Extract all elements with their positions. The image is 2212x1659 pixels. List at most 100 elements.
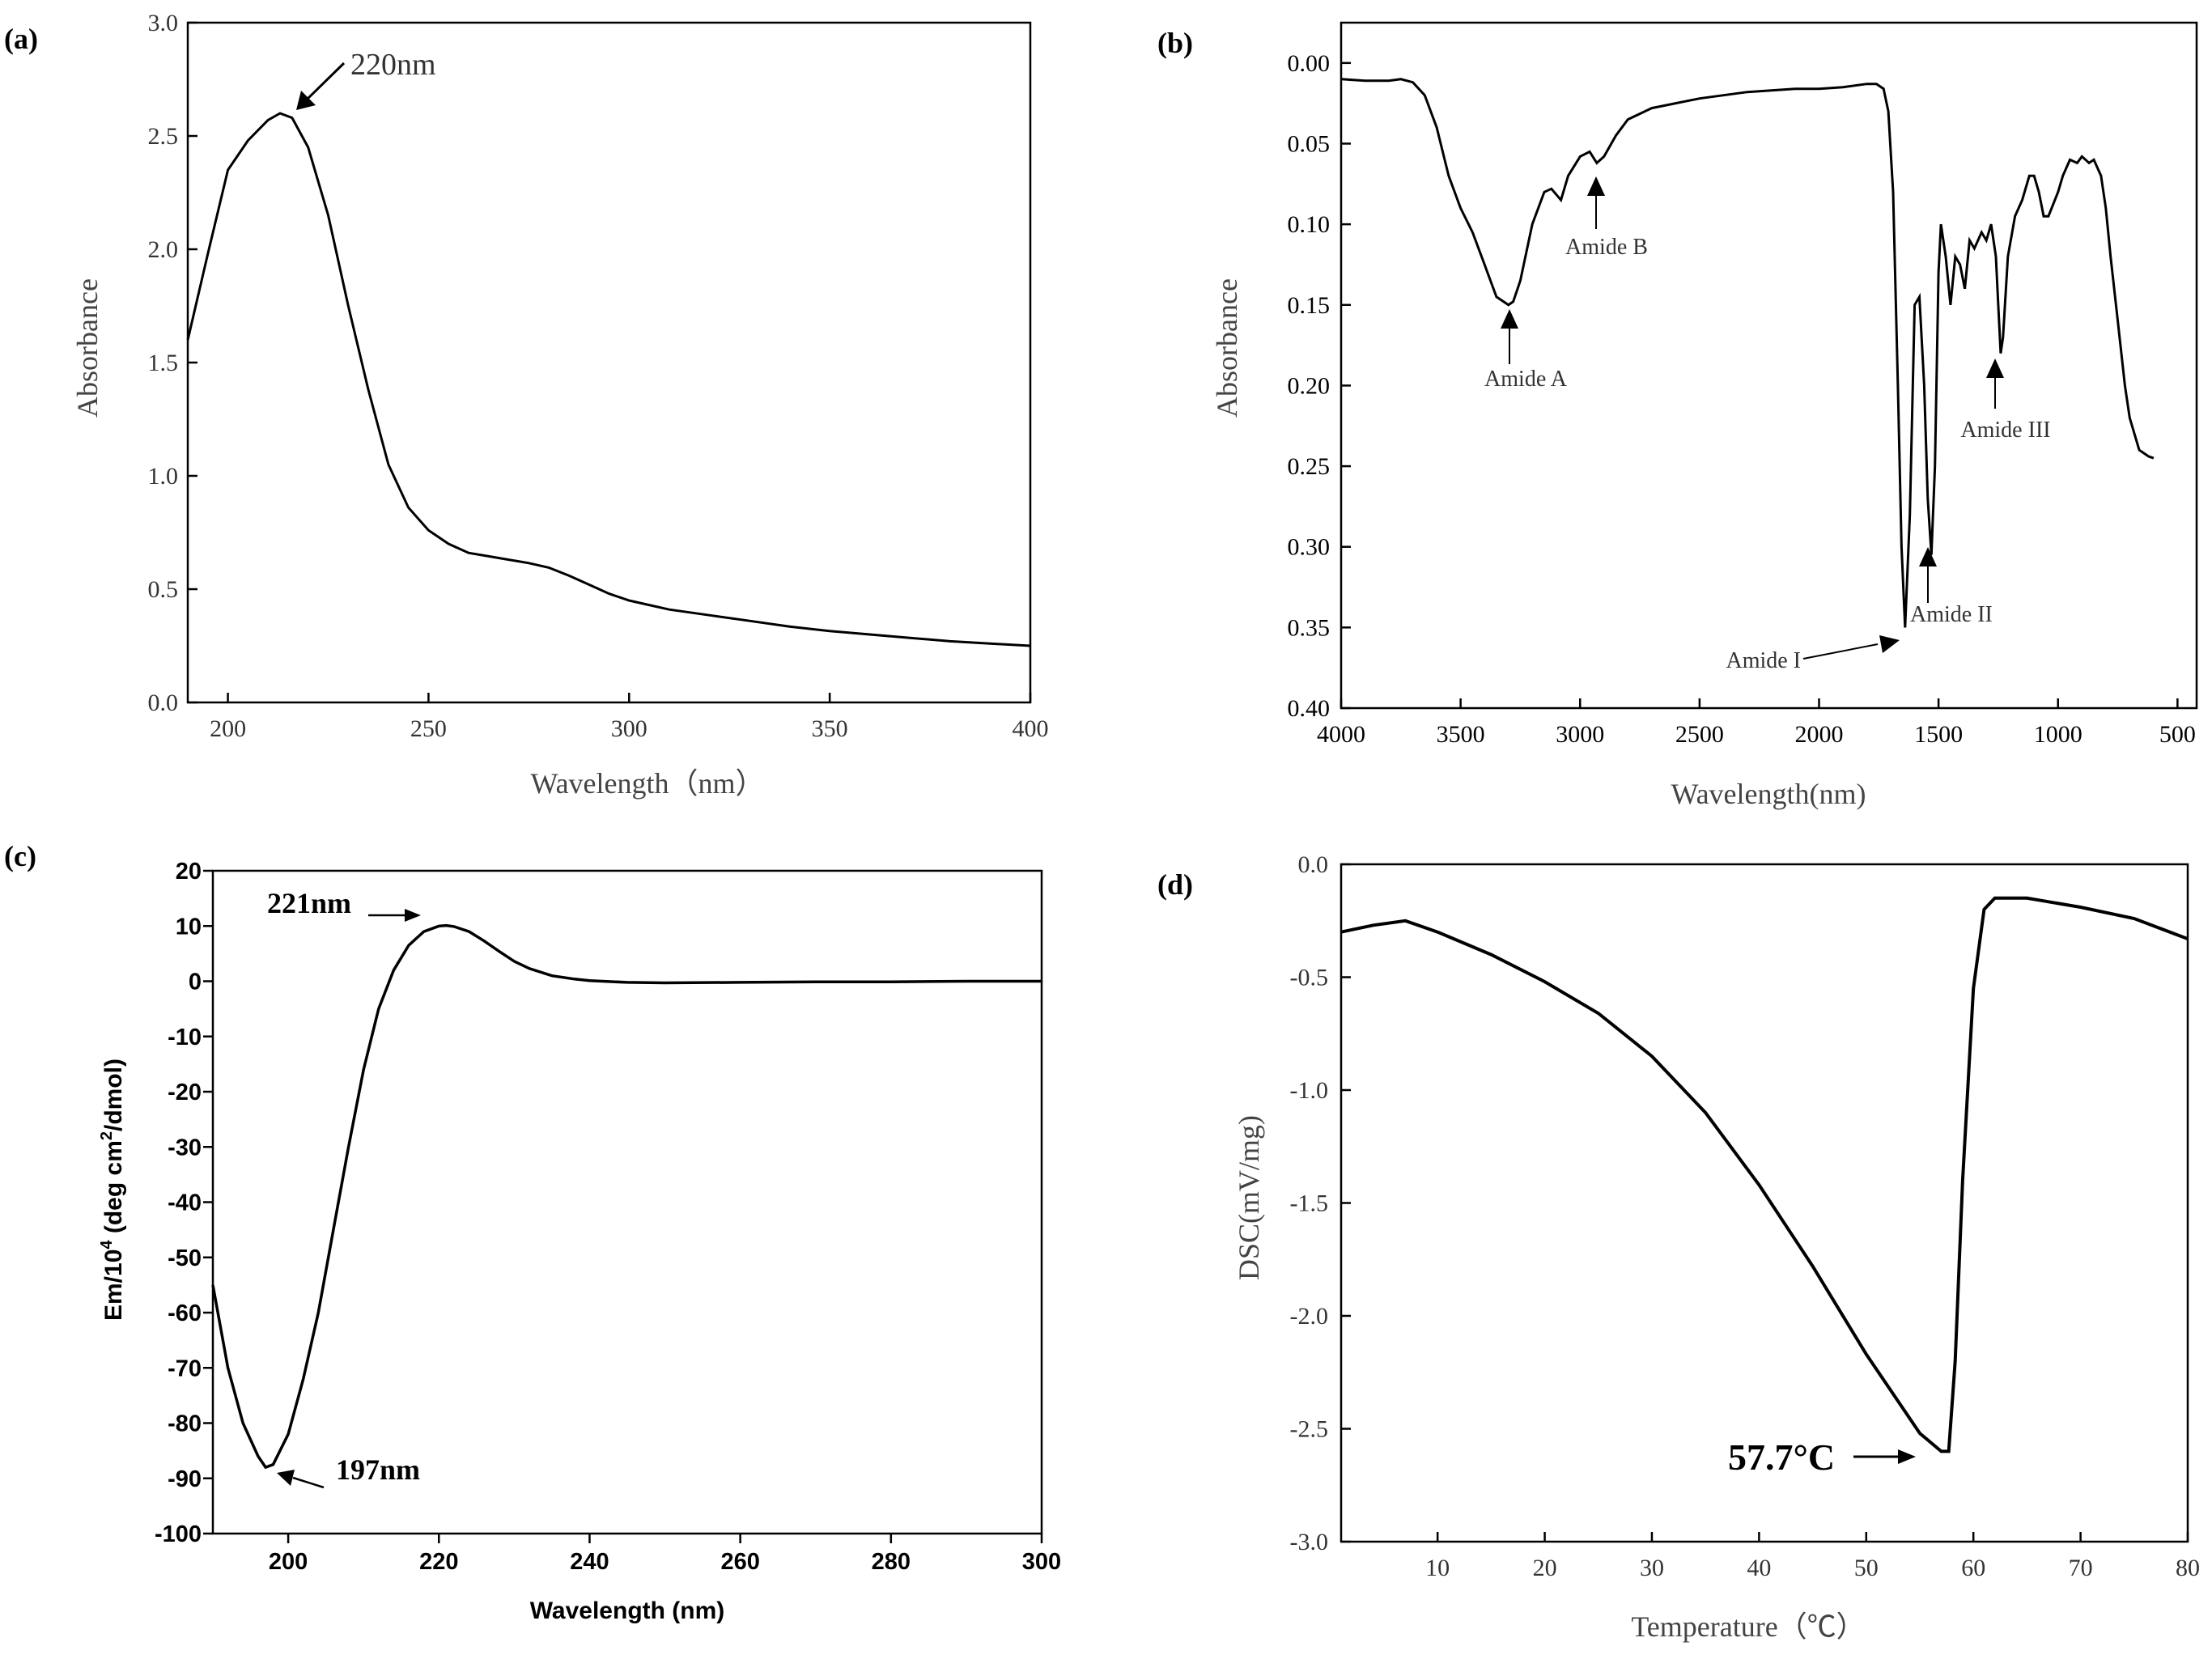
- panel-b-y-tick-label: 0.25: [1288, 453, 1331, 480]
- panel-b-amide-i-arrowhead: [1879, 635, 1900, 653]
- panel-c-x-axis-label: Wavelength (nm): [530, 1597, 725, 1624]
- panel-b-x-tick-label: 3000: [1556, 721, 1604, 748]
- panel-b-y-tick-label: 0.35: [1288, 614, 1331, 641]
- panel-d-annotation-arrowhead: [1898, 1449, 1916, 1464]
- panel-a-x-tick-label: 350: [812, 715, 848, 742]
- panel-a-x-axis-label: Wavelength（nm）: [530, 767, 764, 800]
- panel-c-y-tick-label: -30: [168, 1135, 202, 1160]
- panel-d-x-tick-label: 20: [1533, 1555, 1557, 1581]
- panel-c-x-tick-label: 200: [269, 1549, 308, 1575]
- panel-b-y-tick-label: 0.00: [1288, 50, 1331, 77]
- panel-a-series-line: [186, 112, 1031, 647]
- panel-d: (d) 10 20 30 40 50 60 70 80 0.0 -0.5 -1.0 -1.5 -2.0 -…: [1157, 851, 2200, 1643]
- panel-d-annotation-57-7c: 57.7°C: [1728, 1436, 1835, 1478]
- panel-c-y-tick-label: -20: [168, 1080, 202, 1105]
- panel-b-y-tick-label: 0.30: [1288, 534, 1331, 561]
- panel-d-y-tick-label: -2.0: [1290, 1303, 1329, 1330]
- panel-b-letter: (b): [1157, 27, 1193, 59]
- panel-a-y-tick-label: 2.5: [148, 123, 179, 150]
- panel-c-annotation-221-arrowhead: [405, 909, 421, 922]
- panel-d-x-tick-label: 80: [2176, 1555, 2200, 1581]
- panel-c-y-tick-label: -10: [168, 1025, 202, 1050]
- panel-b-amide-a-label: Amide A: [1484, 367, 1568, 392]
- panel-c-x-tick-label: 260: [720, 1549, 759, 1575]
- panel-a-x-tick-label: 400: [1013, 715, 1049, 742]
- panel-d-y-tick-label: -3.0: [1290, 1529, 1329, 1555]
- panel-b-y-axis-label: Absorbance: [1211, 278, 1243, 418]
- panel-a-y-tick-label: 1.5: [148, 350, 179, 376]
- panel-b-x-tick-label: 4000: [1317, 721, 1365, 748]
- panel-b-amide-ii-arrowhead: [1919, 547, 1937, 566]
- panel-d-x-tick-label: 10: [1425, 1555, 1450, 1581]
- panel-b-x-tick-label: 3500: [1437, 721, 1485, 748]
- panel-a-y-axis-label: Absorbance: [71, 278, 104, 418]
- panel-a-annotation-arrowhead: [296, 91, 316, 110]
- panel-c-annotation-221nm: 221nm: [267, 887, 351, 919]
- panel-b-x-tick-label: 2500: [1675, 721, 1724, 748]
- panel-b-y-tick-label: 0.10: [1288, 211, 1331, 238]
- panel-d-y-tick-label: -1.5: [1290, 1190, 1329, 1217]
- panel-c-x-tick-label: 220: [419, 1549, 458, 1575]
- panel-a-y-tick-label: 2.0: [148, 236, 179, 263]
- panel-c-x-tick-label: 300: [1022, 1549, 1061, 1575]
- panel-a-x-tick-label: 300: [611, 715, 647, 742]
- panel-c-annotation-197-arrowhead: [277, 1470, 295, 1486]
- panel-b-x-axis-label: Wavelength(nm): [1671, 778, 1866, 810]
- panel-c-y-tick-label: 10: [176, 914, 202, 940]
- panel-b-x-tick-label: 500: [2159, 721, 2196, 748]
- panel-d-x-tick-label: 70: [2069, 1555, 2093, 1581]
- panel-c-x-tick-label: 280: [872, 1549, 911, 1575]
- panel-a-x-tick-label: 250: [410, 715, 447, 742]
- panel-d-y-tick-label: 0.0: [1298, 851, 1329, 878]
- panel-a-annotation-220nm: 220nm: [350, 48, 436, 82]
- panel-b-amide-a-arrowhead: [1501, 309, 1518, 329]
- panel-d-x-tick-label: 30: [1640, 1555, 1664, 1581]
- panel-d-ticks: 10 20 30 40 50 60 70 80 0.0 -0.5 -1.0 -1.5 -2.0 -2.5 -…: [1290, 851, 2201, 1581]
- panel-b-amide-b-label: Amide B: [1565, 235, 1648, 260]
- panel-d-x-tick-label: 50: [1854, 1555, 1879, 1581]
- panel-c-y-tick-label: -70: [168, 1356, 202, 1381]
- panel-c-ticks: 200 220 240 260 280 300 20 10 0 -10 -20 -30 -40 -50 -6…: [155, 859, 1061, 1575]
- panel-d-plot-frame: [1340, 863, 2189, 1543]
- panel-b-ticks: 4000 3500 3000 2500 2000 1500 1000 500 0.00 0.05 0…: [1288, 50, 2196, 748]
- panel-c-y-tick-label: 20: [176, 859, 202, 885]
- panel-c-y-axis-label: Em/104 (deg cm2/dmol): [98, 1059, 127, 1321]
- panel-d-x-tick-label: 60: [1961, 1555, 1985, 1581]
- panel-b-x-tick-label: 1500: [1914, 721, 1963, 748]
- panel-c-y-tick-label: -60: [168, 1300, 202, 1326]
- panel-d-y-tick-label: -1.0: [1290, 1077, 1329, 1104]
- panel-a-ticks: 200 250 300 350 400 0.0 0.5 1.0 1.5 2.0 2.5 3.0: [148, 10, 1049, 742]
- panel-d-x-tick-label: 40: [1747, 1555, 1771, 1581]
- panel-a-annotation-arrow-line: [304, 62, 346, 102]
- panel-c-y-tick-label: -80: [168, 1411, 202, 1437]
- panel-b-plot-frame: [1340, 21, 2198, 710]
- panel-b-amide-b-arrowhead: [1587, 176, 1605, 196]
- panel-a-y-tick-label: 3.0: [148, 10, 179, 36]
- panel-b-series-line: [1340, 78, 2155, 628]
- panel-c-x-tick-label: 240: [570, 1549, 609, 1575]
- panel-b-amide-iii-arrowhead: [1986, 359, 2004, 378]
- panel-b: (b) 4000 3500 3000 2500 2000 1500 1000 500 0.00 0…: [1157, 21, 2198, 810]
- panel-d-letter: (d): [1157, 868, 1193, 901]
- panel-b-x-tick-label: 2000: [1795, 721, 1844, 748]
- panel-b-y-tick-label: 0.20: [1288, 372, 1331, 399]
- panel-a-y-tick-label: 0.0: [148, 689, 179, 716]
- panel-b-amide-i-arrow-line: [1802, 643, 1879, 660]
- panel-b-x-tick-label: 1000: [2034, 721, 2083, 748]
- panel-a: (a) 200 250 300 350 400 0.0 0.5 1.0 1.5 2.0 2.5 3.0…: [4, 10, 1049, 800]
- panel-d-x-axis-label: Temperature（℃）: [1631, 1610, 1865, 1643]
- panel-d-y-tick-label: -2.5: [1290, 1416, 1329, 1443]
- panel-a-x-tick-label: 200: [210, 715, 246, 742]
- panel-b-amide-iii-label: Amide III: [1960, 418, 2050, 443]
- panel-b-y-tick-label: 0.15: [1288, 292, 1331, 319]
- panel-b-y-tick-label: 0.40: [1288, 695, 1331, 722]
- panel-d-y-tick-label: -0.5: [1290, 965, 1329, 991]
- panel-b-amide-ii-label: Amide II: [1910, 602, 1993, 627]
- panel-a-y-tick-label: 1.0: [148, 463, 179, 490]
- panel-d-series-line: [1340, 896, 2189, 1453]
- panel-c-plot-frame: [211, 869, 1043, 1535]
- panel-d-y-axis-label: DSC(mV/mg): [1233, 1115, 1265, 1280]
- panel-b-y-tick-label: 0.05: [1288, 130, 1331, 157]
- panel-c-y-tick-label: 0: [189, 970, 202, 995]
